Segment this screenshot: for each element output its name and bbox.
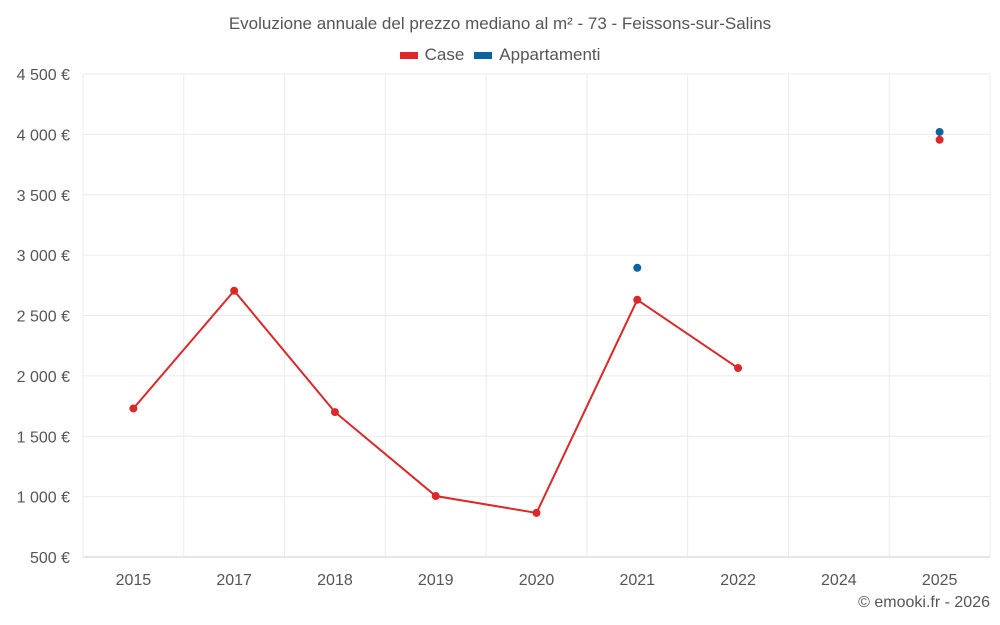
- data-point-case: [330, 408, 339, 417]
- x-tick-label: 2021: [619, 572, 655, 589]
- series-line-case: [132, 289, 739, 515]
- data-point-appartamenti: [633, 263, 642, 272]
- data-point-case: [633, 295, 642, 304]
- x-tick-label: 2022: [720, 572, 756, 589]
- x-tick-label: 2020: [519, 572, 555, 589]
- legend-item-appartamenti[interactable]: Appartamenti: [474, 45, 600, 65]
- x-tick-label: 2015: [116, 572, 152, 589]
- y-tick-label: 1 500 €: [17, 429, 70, 446]
- y-tick-label: 4 000 €: [17, 127, 70, 144]
- legend-swatch-appartamenti: [474, 51, 493, 59]
- x-tick-label: 2019: [418, 572, 454, 589]
- legend-swatch-case: [399, 51, 418, 59]
- data-point-case: [734, 364, 743, 373]
- data-point-appartamenti: [935, 127, 944, 136]
- y-tick-label: 500 €: [30, 550, 70, 567]
- data-point-case: [935, 135, 944, 144]
- y-tick-label: 2 500 €: [17, 309, 70, 326]
- legend-label-case: Case: [424, 45, 465, 64]
- y-tick-label: 3 500 €: [17, 188, 70, 205]
- data-point-case: [532, 508, 541, 517]
- data-point-case: [431, 492, 440, 501]
- legend-label-appartamenti: Appartamenti: [499, 45, 601, 64]
- x-tick-label: 2017: [216, 572, 252, 589]
- x-tick-label: 2025: [922, 572, 958, 589]
- x-tick-label: 2024: [821, 572, 857, 589]
- data-point-case: [129, 404, 138, 413]
- legend: Case Appartamenti: [0, 45, 1000, 65]
- chart-title: Evoluzione annuale del prezzo mediano al…: [228, 14, 772, 33]
- data-point-case: [230, 286, 239, 295]
- credit-text: © emooki.fr - 2026: [858, 594, 990, 611]
- y-tick-label: 3 000 €: [17, 248, 70, 265]
- legend-item-case[interactable]: Case: [399, 45, 465, 65]
- y-tick-label: 1 000 €: [17, 490, 70, 507]
- y-tick-label: 4 500 €: [17, 67, 70, 84]
- y-tick-label: 2 000 €: [17, 369, 70, 386]
- x-tick-label: 2018: [317, 572, 353, 589]
